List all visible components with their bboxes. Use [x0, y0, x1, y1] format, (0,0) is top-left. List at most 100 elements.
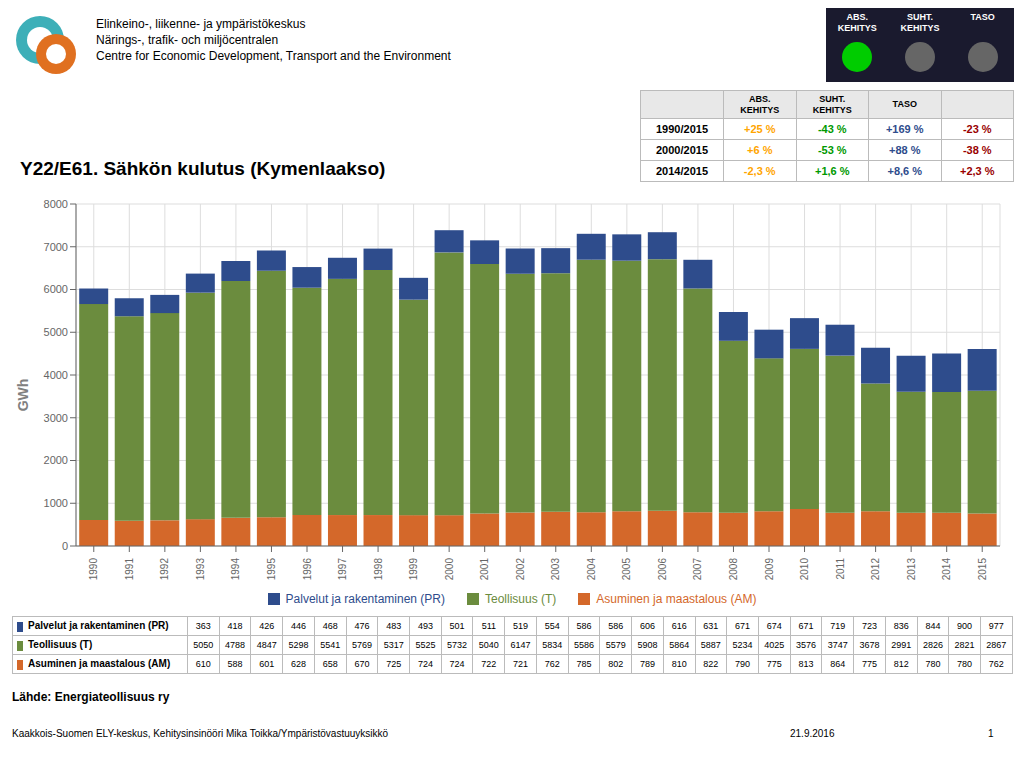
html-text:671: 671: [798, 621, 814, 631]
html-text:SUHT. KEHITYS: SUHT. KEHITYS: [900, 12, 940, 33]
html-text:586: 586: [608, 621, 624, 631]
svg-text:2011: 2011: [835, 558, 846, 580]
html-text:836: 836: [893, 621, 909, 631]
svg-text:2001: 2001: [479, 558, 490, 581]
html-text:Lähde: Energiateollisuus ry: Lähde: Energiateollisuus ry: [12, 690, 170, 704]
html-text:Palvelut ja rakentaminen (PR): Palvelut ja rakentaminen (PR): [285, 592, 445, 606]
svg-text:1990: 1990: [88, 558, 99, 581]
html-text:+8,6 %: +8,6 %: [887, 165, 922, 177]
svg-text:2008: 2008: [728, 558, 739, 581]
html-text:426: 426: [259, 621, 275, 631]
html-text:+6 %: +6 %: [747, 144, 773, 156]
html-text:844: 844: [925, 621, 941, 631]
html-text:TASO: TASO: [892, 99, 917, 109]
html-text:2014/2015: 2014/2015: [656, 165, 708, 177]
html-text:+88 %: +88 %: [889, 144, 921, 156]
html-text:-23 %: -23 %: [962, 123, 992, 135]
html-text:519: 519: [513, 621, 529, 631]
html-text:+1,6 %: +1,6 %: [815, 165, 850, 177]
html-text:493: 493: [417, 621, 433, 631]
html-text:ABS. KEHITYS: ABS. KEHITYS: [837, 12, 877, 33]
html-text:4847: 4847: [256, 640, 277, 650]
html-text:5050: 5050: [193, 640, 214, 650]
html-text:363: 363: [195, 621, 211, 631]
html-text:Närings-, trafik- och miljöcen: Närings-, trafik- och miljöcentralen: [96, 33, 279, 47]
html-text:977: 977: [988, 621, 1004, 631]
html-text:+2,3 %: +2,3 %: [960, 165, 995, 177]
html-text:Asuminen ja maastalous (AM): Asuminen ja maastalous (AM): [28, 658, 171, 670]
html-text:Elinkeino-, liikenne- ja ympär: Elinkeino-, liikenne- ja ympäristökeskus: [96, 17, 306, 31]
html-text:554: 554: [544, 621, 560, 631]
svg-text:2013: 2013: [906, 558, 917, 581]
svg-text:2014: 2014: [941, 558, 952, 581]
svg-text:2006: 2006: [657, 558, 668, 581]
html-text:476: 476: [354, 621, 370, 631]
html-text:Teollisuus (T): Teollisuus (T): [485, 592, 557, 606]
svg-text:1992: 1992: [159, 558, 170, 581]
html-text:Y22/E61. Sähkön kulutus (Kymen: Y22/E61. Sähkön kulutus (Kymenlaakso): [20, 158, 386, 179]
html-text:SUHT. KEHITYS: SUHT. KEHITYS: [812, 93, 852, 115]
svg-text:3000: 3000: [44, 412, 68, 424]
html-text:Teollisuus (T): Teollisuus (T): [28, 639, 93, 651]
html-text:900: 900: [957, 621, 973, 631]
svg-text:5000: 5000: [44, 326, 68, 338]
html-text:5298: 5298: [288, 640, 309, 650]
html-text:4788: 4788: [225, 640, 246, 650]
html-text:Kaakkois-Suomen ELY-keskus, Ke: Kaakkois-Suomen ELY-keskus, Kehitysinsin…: [12, 728, 389, 739]
svg-text:2003: 2003: [550, 558, 561, 581]
html-text:723: 723: [861, 621, 877, 631]
html-text:468: 468: [322, 621, 338, 631]
svg-text:2010: 2010: [799, 558, 810, 581]
html-text:-43 %: -43 %: [817, 123, 847, 135]
svg-text:1991: 1991: [124, 558, 135, 581]
svg-text:4000: 4000: [44, 369, 68, 381]
html-text:674: 674: [766, 621, 782, 631]
html-text:TASO: TASO: [970, 12, 995, 22]
svg-text:2009: 2009: [764, 558, 775, 581]
svg-text:2002: 2002: [515, 558, 526, 581]
svg-text:2005: 2005: [621, 558, 632, 581]
html-text:2000/2015: 2000/2015: [656, 144, 708, 156]
svg-text:2007: 2007: [692, 558, 703, 581]
html-text:719: 719: [830, 621, 846, 631]
svg-text:1999: 1999: [408, 558, 419, 581]
html-text:+169 %: +169 %: [885, 123, 924, 135]
svg-text:1997: 1997: [337, 558, 348, 581]
html-text:606: 606: [639, 621, 655, 631]
svg-text:GWh: GWh: [15, 379, 31, 412]
svg-text:2000: 2000: [44, 454, 68, 466]
html-text:501: 501: [449, 621, 465, 631]
html-text:446: 446: [291, 621, 306, 631]
html-text:631: 631: [703, 621, 719, 631]
svg-text:0: 0: [62, 540, 68, 552]
html-text:483: 483: [386, 621, 402, 631]
html-text:Palvelut ja rakentaminen (PR): Palvelut ja rakentaminen (PR): [28, 620, 169, 632]
html-text:418: 418: [227, 621, 243, 631]
svg-text:2000: 2000: [444, 558, 455, 581]
html-text:616: 616: [671, 621, 687, 631]
svg-text:1000: 1000: [44, 497, 68, 509]
svg-text:1996: 1996: [302, 558, 313, 581]
html-text:511: 511: [481, 621, 496, 631]
svg-text:6000: 6000: [44, 283, 68, 295]
svg-text:2015: 2015: [977, 558, 988, 581]
html-text:Centre for Economic Developmen: Centre for Economic Development, Transpo…: [96, 49, 451, 63]
svg-text:7000: 7000: [44, 241, 68, 253]
svg-text:1994: 1994: [230, 558, 241, 581]
html-text:+25 %: +25 %: [744, 123, 776, 135]
html-text:1990/2015: 1990/2015: [656, 123, 708, 135]
html-text:Asuminen ja maastalous (AM): Asuminen ja maastalous (AM): [596, 592, 757, 606]
svg-text:8000: 8000: [44, 198, 68, 210]
svg-text:2012: 2012: [870, 558, 881, 581]
html-text:-2,3 %: -2,3 %: [743, 165, 776, 177]
html-text:-53 %: -53 %: [817, 144, 847, 156]
svg-text:2004: 2004: [586, 558, 597, 581]
html-text:21.9.2016: 21.9.2016: [790, 728, 835, 739]
svg-text:1993: 1993: [195, 558, 206, 581]
svg-text:1995: 1995: [266, 558, 277, 581]
html-text:671: 671: [735, 621, 751, 631]
html-text:586: 586: [576, 621, 592, 631]
svg-text:1998: 1998: [373, 558, 384, 581]
html-text:ABS. KEHITYS: ABS. KEHITYS: [740, 93, 780, 115]
html-text:-38 %: -38 %: [962, 144, 992, 156]
